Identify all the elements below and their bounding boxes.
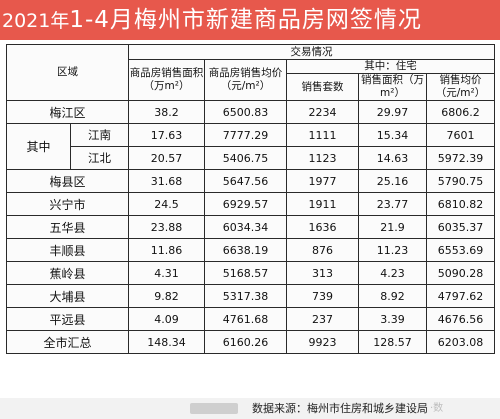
row-name: 江南 [70,123,129,147]
table-row-total: 全市汇总 148.34 6160.26 9923 128.57 6203.08 [6,330,496,354]
table-row: 五华县 23.88 6034.34 1636 21.9 6035.37 [6,215,496,239]
row-name: 兴宁市 [6,192,129,216]
row-name: 蕉岭县 [6,261,129,285]
cell-count: 1636 [286,215,359,239]
data-source: 数据来源：梅州市住房和城乡建设局 [252,402,428,415]
table-row: 兴宁市 24.5 6929.57 1911 23.77 6810.82 [6,192,496,216]
cell-area: 38.2 [128,100,205,124]
cell-price: 6034.34 [204,215,287,239]
table-row: 梅江区 38.2 6500.83 2234 29.97 6806.2 [6,100,496,124]
cell-count: 1123 [286,146,359,170]
cell-res-price: 6203.08 [425,330,496,354]
table-row: 丰顺县 11.86 6638.19 876 11.23 6553.69 [6,238,496,262]
cell-count: 1977 [286,169,359,193]
blurred-region [190,403,238,414]
sales-table: 区域 交易情况 商品房销售面积（万m²） 商品房销售均价（元/m²） 其中：住宅… [6,44,496,354]
cell-res-price: 6806.2 [425,100,496,124]
cell-count: 313 [286,261,359,285]
header-region: 区域 [6,44,129,101]
header-residential: 其中：住宅 [285,59,496,74]
cell-res-price: 5790.75 [425,169,496,193]
table-row: 蕉岭县 4.31 5168.57 313 4.23 5090.28 [6,261,496,285]
row-name: 五华县 [6,215,129,239]
row-name: 梅江区 [6,100,129,124]
cell-count: 237 [286,307,359,331]
cell-res-price: 4676.56 [425,307,496,331]
cell-res-price: 4797.62 [425,284,496,308]
header-res-count: 销售套数 [286,73,359,101]
cell-res-area: 8.92 [358,284,427,308]
watermark: ·数 [430,403,444,414]
cell-area: 4.31 [128,261,205,285]
header-area: 商品房销售面积（万m²） [128,59,205,101]
title-text: 1-4月梅州市新建商品房网签情况 [69,7,422,33]
cell-count: 1111 [286,123,359,147]
row-name: 丰顺县 [6,238,129,262]
cell-area: 23.88 [128,215,205,239]
cell-res-area: 15.34 [358,123,427,147]
cell-res-price: 6553.69 [425,238,496,262]
cell-res-price: 5090.28 [425,261,496,285]
row-name: 江北 [70,146,129,170]
cell-area: 20.57 [128,146,205,170]
cell-area: 11.86 [128,238,205,262]
cell-price: 5647.56 [204,169,287,193]
cell-price: 5406.75 [204,146,287,170]
table-row: 平远县 4.09 4761.68 237 3.39 4676.56 [6,307,496,331]
cell-area: 148.34 [128,330,205,354]
cell-res-price: 6810.82 [425,192,496,216]
title-banner: 2021年1-4月梅州市新建商品房网签情况 [0,0,500,40]
header-price: 商品房销售均价（元/m²） [204,59,287,101]
cell-res-area: 21.9 [358,215,427,239]
cell-res-price: 6035.37 [425,215,496,239]
footer: 数据来源：梅州市住房和城乡建设局 ·数 [0,398,500,419]
table-row: 其中 江南 17.63 7777.29 1111 15.34 7601 [6,123,496,170]
cell-price: 4761.68 [204,307,287,331]
cell-res-area: 25.16 [358,169,427,193]
cell-res-price: 7601 [425,123,496,147]
of-which-label: 其中 [6,123,71,170]
table-row: 梅县区 31.68 5647.56 1977 25.16 5790.75 [6,169,496,193]
table-row: 大埔县 9.82 5317.38 739 8.92 4797.62 [6,284,496,308]
cell-price: 5317.38 [204,284,287,308]
row-name: 梅县区 [6,169,129,193]
header-res-area: 销售面积（万m²） [358,73,427,101]
cell-area: 17.63 [128,123,205,147]
cell-area: 24.5 [128,192,205,216]
title-year: 2021年 [2,10,70,32]
cell-area: 4.09 [128,307,205,331]
cell-price: 6160.26 [204,330,287,354]
cell-res-area: 23.77 [358,192,427,216]
cell-area: 9.82 [128,284,205,308]
row-name: 平远县 [6,307,129,331]
cell-area: 31.68 [128,169,205,193]
cell-res-area: 14.63 [358,146,427,170]
header-res-price: 销售均价（元/m²） [425,73,496,101]
cell-res-area: 128.57 [358,330,427,354]
cell-price: 7777.29 [204,123,287,147]
cell-count: 739 [286,284,359,308]
cell-count: 876 [286,238,359,262]
cell-res-price: 5972.39 [425,146,496,170]
cell-price: 5168.57 [204,261,287,285]
row-name: 大埔县 [6,284,129,308]
cell-res-area: 3.39 [358,307,427,331]
row-name: 全市汇总 [6,330,129,354]
cell-count: 1911 [286,192,359,216]
cell-price: 6638.19 [204,238,287,262]
cell-price: 6929.57 [204,192,287,216]
cell-count: 2234 [286,100,359,124]
cell-res-area: 29.97 [358,100,427,124]
table-row: 江北 20.57 5406.75 1123 14.63 5972.39 [7,146,496,170]
header-trade: 交易情况 [127,44,496,60]
cell-price: 6500.83 [204,100,287,124]
cell-count: 9923 [286,330,359,354]
cell-res-area: 4.23 [358,261,427,285]
cell-res-area: 11.23 [358,238,427,262]
